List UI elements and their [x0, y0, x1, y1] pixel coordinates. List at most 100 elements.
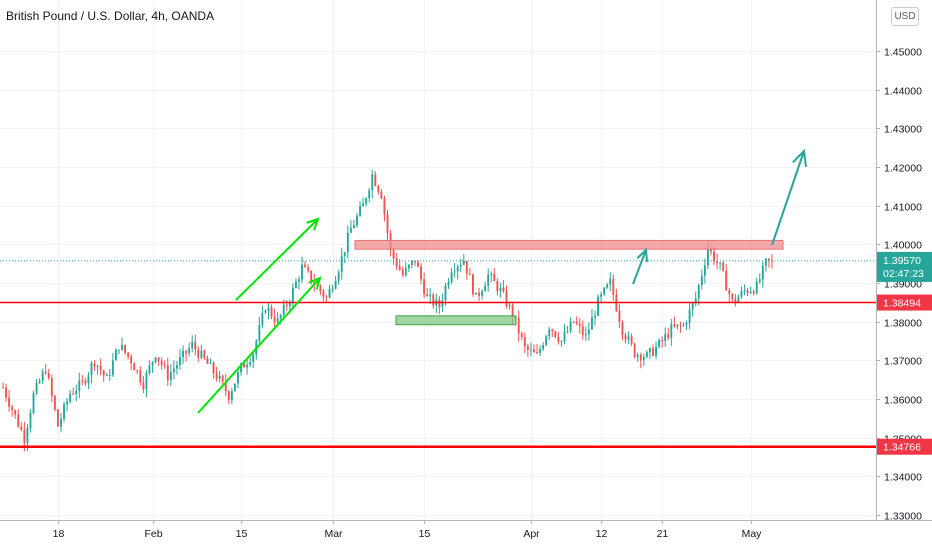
candle-body — [50, 378, 53, 396]
candle-body — [575, 321, 578, 324]
horizontal-levels — [0, 260, 876, 448]
candle-body — [462, 260, 465, 265]
uptrend-arrow-upper-head — [306, 217, 320, 231]
candle-body — [600, 294, 603, 297]
candle-body — [487, 274, 490, 286]
candle-body — [215, 373, 218, 379]
candle-body — [484, 285, 487, 292]
candle-body — [557, 336, 560, 342]
resistance-zone — [354, 239, 784, 250]
candle-body — [581, 326, 584, 335]
level-price-tag — [877, 294, 932, 311]
candle-body — [14, 410, 17, 415]
candle-body — [658, 339, 661, 347]
candle-body — [84, 380, 87, 384]
candle-body — [99, 365, 102, 371]
currency-button[interactable]: USD — [891, 7, 919, 26]
candle-body — [511, 304, 514, 317]
candle-body — [688, 309, 691, 323]
candle-body — [667, 334, 670, 338]
grid — [0, 0, 876, 520]
candle-body — [11, 406, 14, 411]
candle-body — [172, 368, 175, 372]
price-tick-label: 1.36000 — [884, 395, 922, 407]
candle-body — [603, 287, 606, 295]
candle-body — [118, 349, 120, 351]
price-tick-label: 1.34000 — [884, 472, 922, 484]
candle-body — [38, 381, 41, 383]
candle-body — [655, 346, 657, 356]
candle-body — [459, 264, 462, 267]
time-axis[interactable]: 18 Feb 15 Mar 15 Apr 12 21 May — [0, 520, 932, 540]
candle-body — [380, 191, 383, 199]
candle-body — [108, 374, 111, 376]
candle-body — [136, 370, 139, 372]
candle-body — [401, 269, 404, 276]
candle-body — [343, 252, 346, 256]
candle-body — [453, 271, 456, 273]
candle-body — [572, 321, 575, 323]
candle-body — [206, 358, 209, 364]
candle-body — [700, 275, 703, 286]
candle-body — [395, 258, 398, 267]
candle-body — [407, 264, 410, 269]
price-axis[interactable]: 1.45000 1.44000 1.43000 1.42000 1.41000 1.400… — [876, 0, 932, 523]
candle-body — [252, 354, 255, 362]
candle-body — [133, 363, 136, 371]
candle-body — [740, 290, 743, 297]
candle-body — [594, 315, 596, 318]
candle-body — [505, 291, 508, 307]
candle-body — [130, 356, 133, 364]
candle-body — [325, 296, 328, 298]
candle-body — [200, 350, 203, 358]
candle-body — [664, 334, 667, 341]
candle-body — [502, 287, 505, 292]
candle-body — [633, 343, 636, 357]
candle-body — [368, 190, 371, 199]
candle-body — [624, 335, 627, 340]
candle-body — [768, 258, 770, 261]
candle-body — [703, 265, 706, 276]
price-tick-label: 1.41000 — [884, 202, 922, 214]
time-tick-label: 21 — [657, 528, 669, 540]
candle-body — [493, 273, 496, 282]
candle-body — [563, 332, 566, 341]
candle-body — [163, 364, 166, 366]
price-tick-label: 1.38000 — [884, 318, 922, 330]
candle-body — [465, 260, 468, 274]
candle-body — [166, 365, 169, 381]
candle-body — [758, 279, 761, 282]
candle-body — [566, 331, 569, 333]
candle-body — [743, 290, 746, 292]
price-tick-label: 1.33000 — [884, 511, 922, 523]
candle-body — [584, 334, 587, 336]
candle-body — [392, 250, 395, 259]
time-tick-label: 15 — [419, 528, 431, 540]
candle-body — [185, 350, 188, 354]
candle-body — [429, 294, 432, 297]
candle-body — [706, 249, 709, 266]
candle-body — [676, 324, 679, 327]
candle-body — [142, 382, 145, 390]
candle-body — [8, 397, 11, 407]
candle-body — [23, 429, 26, 443]
candle-body — [5, 387, 7, 398]
candle-body — [597, 296, 600, 316]
candle-body — [621, 322, 624, 336]
candle-body — [301, 264, 304, 280]
candle-body — [160, 360, 163, 365]
candle-body — [771, 260, 773, 262]
candle-body — [499, 287, 502, 292]
candle-body — [475, 292, 477, 295]
candle-body — [636, 354, 639, 357]
candle-body — [673, 324, 676, 327]
candle-body — [383, 198, 386, 215]
candle-body — [694, 298, 697, 303]
countdown-label: 02:47:23 — [883, 268, 924, 280]
candle-body — [17, 414, 20, 427]
candle-body — [490, 273, 493, 275]
candle-body — [551, 329, 554, 332]
candle-body — [652, 348, 654, 356]
candle-body — [20, 426, 23, 430]
